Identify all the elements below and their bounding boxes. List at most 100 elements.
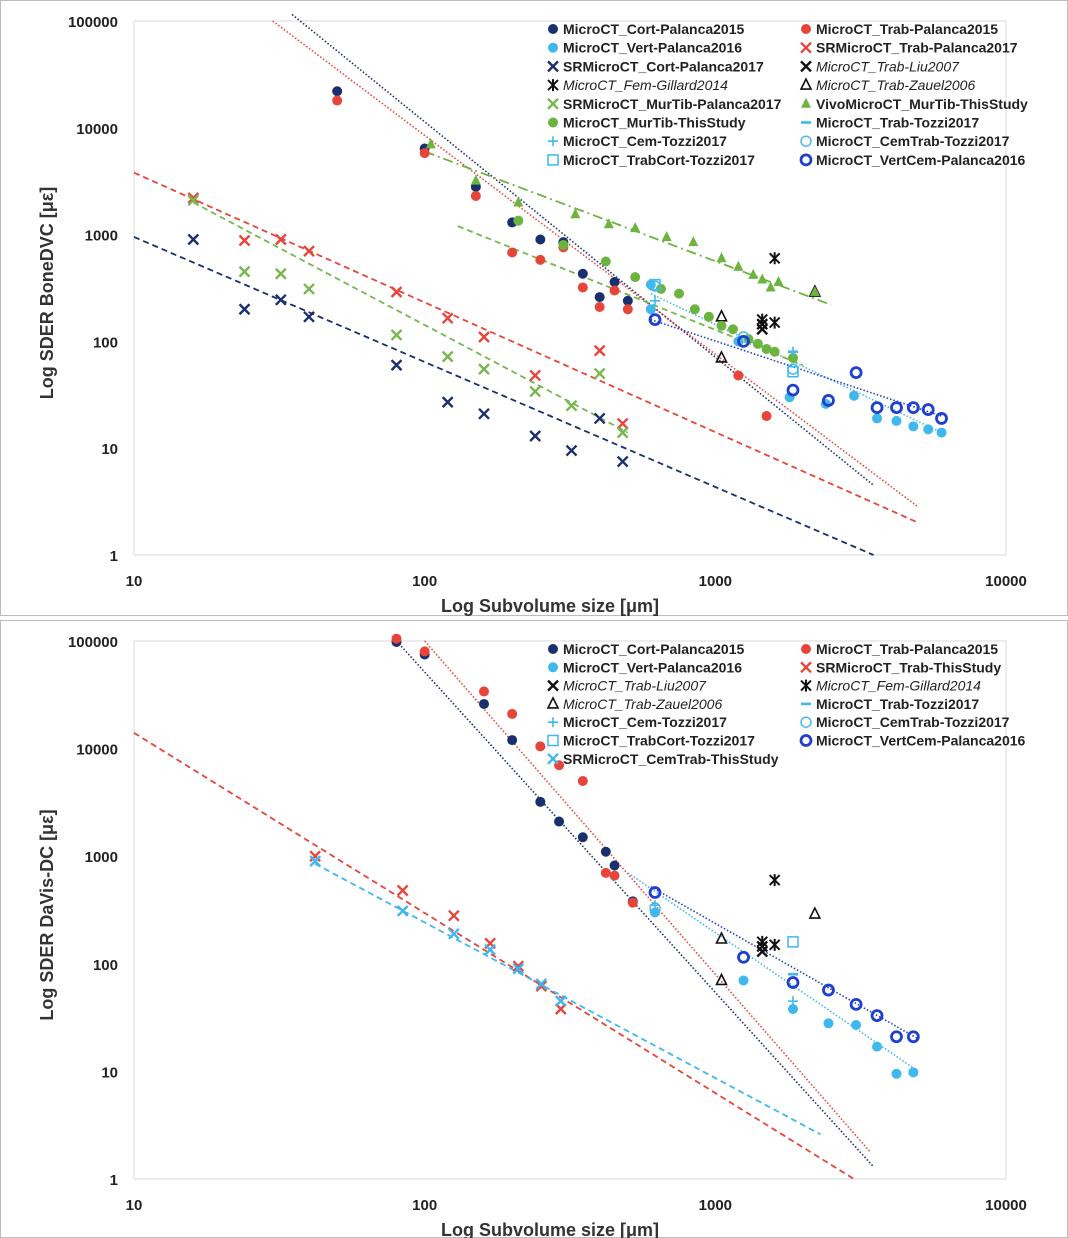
data-point: [727, 324, 738, 335]
data-point: [715, 308, 728, 322]
legend-label: MicroCT_Trab-Liu2007: [563, 678, 707, 694]
legend: MicroCT_Cort-Palanca2015 MicroCT_Trab-Pal…: [546, 641, 1026, 767]
data-point: [674, 288, 685, 299]
data-point: [935, 412, 948, 425]
data-point: [649, 278, 661, 291]
data-point: [577, 832, 588, 843]
x-axis-title: Log Subvolume size [μm]: [441, 1220, 659, 1238]
data-point: [661, 230, 672, 241]
data-point: [554, 816, 565, 827]
legend-label: MicroCT_Trab-Zauel2006: [563, 696, 722, 712]
data-point: [558, 239, 569, 250]
data-point: [768, 252, 781, 265]
data-point: [716, 320, 727, 331]
y-tick-label: 10: [101, 441, 118, 458]
legend-marker: [800, 135, 812, 147]
y-tick-label: 1000: [85, 228, 118, 245]
data-point: [923, 424, 934, 435]
data-point: [309, 850, 322, 863]
top-chart-panel: 10 100 1000 10000 1 10 100 1000 10000 100000 Log S…: [0, 0, 1068, 616]
top-chart: 10 100 1000 10000 1 10 100 1000 10000 100000 Log S…: [37, 13, 1028, 616]
data-point: [535, 741, 546, 752]
data-point: [715, 350, 728, 363]
legend-label: MicroCT_Cort-Palanca2015: [563, 21, 745, 37]
data-point: [716, 252, 727, 263]
legend-label: MicroCT_VertCem-Palanca2016: [816, 733, 1026, 749]
legend-label: MicroCT_VertCem-Palanca2016: [816, 152, 1026, 168]
data-point: [616, 426, 629, 439]
data-point: [786, 383, 800, 397]
legend-marker: [799, 77, 813, 90]
legend-marker: [547, 734, 559, 747]
data-point: [849, 366, 863, 380]
trendline: [424, 640, 871, 1153]
data-point: [593, 412, 606, 425]
legend-marker: [547, 679, 559, 692]
data-point: [908, 1067, 919, 1078]
data-point: [765, 281, 776, 292]
data-point: [478, 686, 489, 697]
legend-label: MicroCT_Cort-Palanca2015: [563, 641, 745, 657]
data-point: [768, 874, 781, 887]
data-point: [630, 272, 641, 283]
data-point: [616, 455, 629, 468]
legend-label: MicroCT_Cem-Tozzi2017: [563, 133, 727, 149]
y-tick-label: 100000: [68, 14, 118, 31]
series-microct-fem-gillard2014: [756, 252, 781, 329]
data-point: [769, 346, 780, 357]
data-point: [535, 980, 548, 992]
data-point: [688, 236, 699, 247]
data-point: [554, 995, 567, 1007]
series-microct-cem-tozzi2017: [649, 295, 798, 357]
series-microct-cem-tozzi2017: [649, 900, 798, 1007]
data-point: [274, 267, 287, 280]
legend-label: MicroCT_Trab-Tozzi2017: [816, 696, 979, 712]
data-point: [447, 909, 460, 922]
data-point: [577, 282, 588, 293]
legend-marker: [548, 644, 558, 654]
data-point: [787, 996, 798, 1007]
data-point: [600, 256, 611, 267]
data-point: [419, 646, 430, 657]
legend-label: SRMicroCT_Trab-Palanca2017: [816, 40, 1018, 56]
data-point: [823, 1018, 834, 1029]
data-point: [738, 975, 749, 986]
trendline: [291, 13, 874, 486]
data-point: [512, 962, 525, 975]
legend-label: MicroCT_Trab-Palanca2015: [816, 641, 998, 657]
legend-marker: [546, 696, 560, 709]
data-point: [441, 312, 454, 325]
data-point: [512, 960, 525, 973]
data-point: [761, 343, 772, 354]
trendline: [272, 20, 919, 508]
axes: 10 100 1000 10000 1 10 100 1000 10000 100000 Log S…: [37, 634, 1027, 1238]
y-tick-label: 10000: [76, 742, 118, 759]
x-tick-label: 1000: [699, 1197, 732, 1214]
legend-label: MicroCT_Vert-Palanca2016: [563, 40, 742, 56]
bottom-chart: 10 100 1000 10000 1 10 100 1000 10000 100000 Log S…: [37, 633, 1027, 1238]
data-point: [872, 1041, 883, 1052]
x-tick-label: 10: [126, 1197, 143, 1214]
legend-marker: [801, 644, 811, 654]
legend-marker: [548, 42, 558, 53]
data-point: [507, 708, 518, 719]
data-point: [238, 303, 251, 316]
data-point: [303, 310, 315, 323]
data-point: [332, 86, 343, 97]
bottom-chart-panel: 10 100 1000 10000 1 10 100 1000 10000 100000 Log S…: [0, 620, 1068, 1238]
data-point: [756, 323, 769, 336]
data-point: [478, 331, 490, 343]
legend-label: MicroCT_Fem-Gillard2014: [816, 678, 981, 694]
data-point: [484, 943, 497, 956]
legend-label: MicroCT_Vert-Palanca2016: [563, 659, 742, 675]
data-point: [906, 401, 920, 414]
series-microct-fem-gillard2014: [756, 874, 781, 951]
legend-marker: [800, 679, 812, 692]
data-point: [616, 417, 629, 430]
legend-label: MicroCT_Fem-Gillard2014: [563, 77, 728, 93]
data-point: [645, 304, 656, 315]
data-point: [737, 331, 750, 343]
legend-label: MicroCT_TrabCort-Tozzi2017: [563, 733, 755, 749]
data-point: [768, 938, 781, 951]
data-point: [425, 138, 436, 149]
